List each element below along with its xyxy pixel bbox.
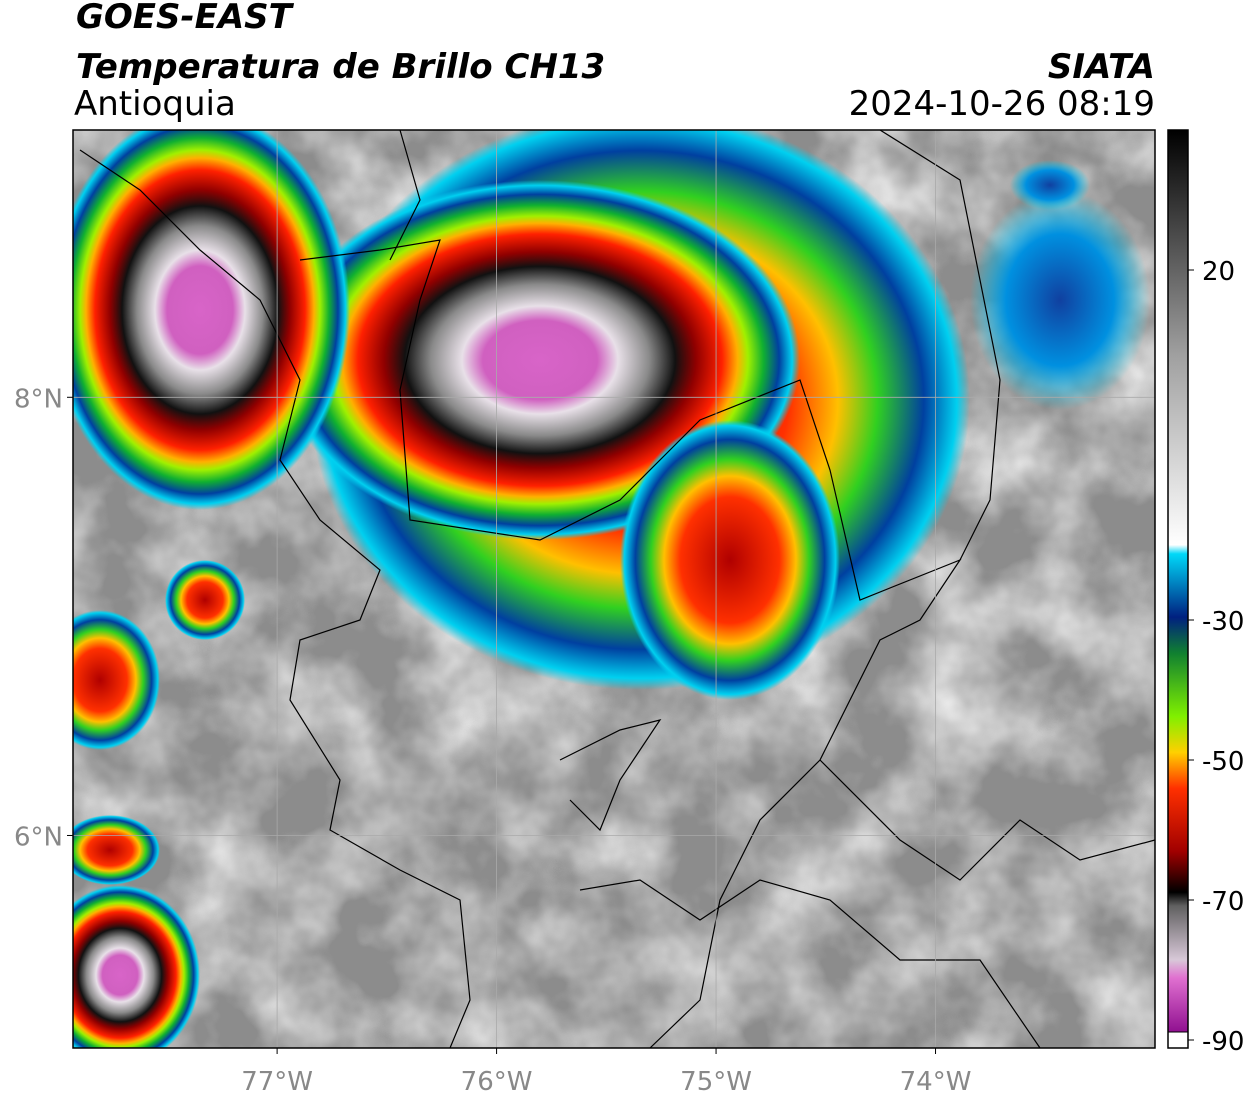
x-tick-label: 76°W [461, 1067, 533, 1097]
map-frame [72, 129, 1156, 1049]
x-tick-label: 77°W [241, 1067, 313, 1097]
product-title: Temperatura de Brillo CH13 [76, 47, 605, 87]
colorbar-tick-label: 20 [1202, 257, 1235, 287]
map-image [73, 130, 1155, 1048]
y-tick-label: 8°N [14, 384, 63, 414]
colorbar-frame [1167, 129, 1189, 1049]
colorbar [1168, 130, 1188, 1032]
cell [73, 885, 200, 1048]
colorbar-tick-label: -90 [1202, 1027, 1244, 1057]
y-tick-label: 6°N [14, 822, 63, 852]
borders [79, 130, 1155, 1048]
cell [165, 560, 245, 640]
colorbar-tick-label: -50 [1202, 747, 1244, 777]
x-tick-label: 75°W [680, 1067, 752, 1097]
storm-tail [620, 420, 840, 700]
satellite-title: GOES-EAST [76, 0, 295, 37]
source-label: SIATA [1048, 47, 1155, 87]
colorbar-extension [1167, 1031, 1189, 1049]
storm-west [73, 130, 350, 510]
region-label: Antioquia [74, 84, 236, 124]
colorbar-tick-label: -70 [1202, 887, 1244, 917]
grid [73, 130, 1155, 1048]
x-tick-label: 74°W [900, 1067, 972, 1097]
cell [1010, 160, 1090, 210]
cell [73, 610, 160, 750]
colorbar-tick-label: -30 [1202, 607, 1244, 637]
cell [970, 190, 1150, 410]
cell [73, 815, 160, 885]
timestamp: 2024-10-26 08:19 [849, 84, 1155, 124]
